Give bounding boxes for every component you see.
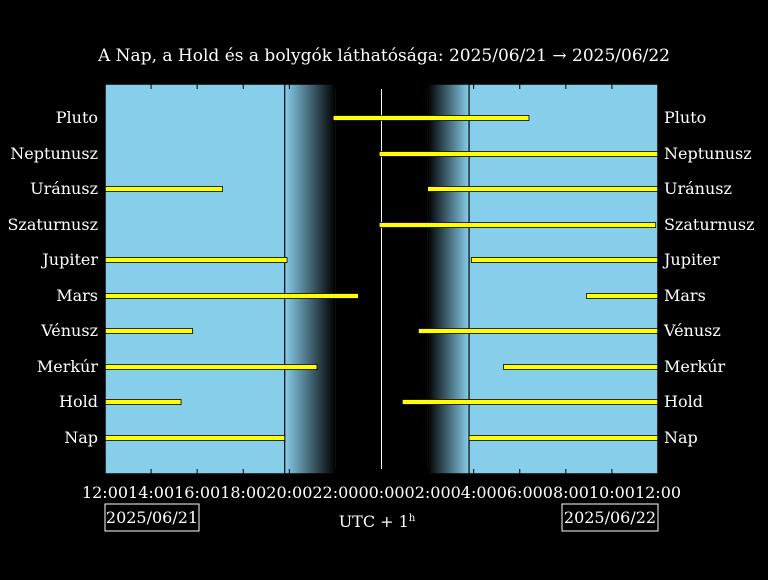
visibility-bar-9-0: [104, 435, 286, 441]
x-tick-label-7: 02:00: [405, 483, 451, 502]
object-label-right-0: Pluto: [664, 108, 706, 127]
x-tick-label-3: 18:00: [220, 483, 266, 502]
visibility-bar-5-0: [104, 293, 359, 299]
visibility-bar-7-0: [104, 364, 318, 370]
visibility-bar-2-0: [104, 186, 223, 192]
object-label-left-5: Mars: [56, 286, 98, 305]
visibility-bar-7-1: [503, 364, 659, 370]
end-date-label: 2025/06/22: [564, 508, 656, 527]
object-label-right-5: Mars: [664, 286, 706, 305]
object-label-right-1: Neptunusz: [664, 144, 752, 163]
object-label-right-9: Nap: [664, 428, 698, 447]
visibility-bar-6-1: [417, 328, 659, 334]
visibility-bar-1-0: [378, 151, 659, 157]
visibility-bar-0-0: [332, 115, 530, 121]
visibility-bar-2-1: [427, 186, 659, 192]
chart-title: A Nap, a Hold és a bolygók láthatósága: …: [97, 46, 670, 66]
visibility-bar-8-0: [104, 399, 182, 405]
x-tick-label-10: 08:00: [543, 483, 589, 502]
object-label-left-3: Szaturnusz: [7, 215, 98, 234]
object-label-left-4: Jupiter: [40, 250, 98, 269]
x-tick-label-6: 00:00: [358, 483, 404, 502]
visibility-bar-5-1: [586, 293, 659, 299]
visibility-bar-3-0: [378, 222, 657, 228]
end-date-box: 2025/06/22: [561, 503, 659, 532]
visibility-bar-9-1: [468, 435, 659, 441]
x-tick-label-5: 22:00: [312, 483, 358, 502]
x-tick-label-9: 06:00: [497, 483, 543, 502]
object-label-right-8: Hold: [664, 392, 703, 411]
object-label-left-0: Pluto: [56, 108, 98, 127]
x-axis-tick-labels: 12:00 14:00 16:00 18:00 20:00 22:00 00:00 02:00…: [82, 483, 681, 502]
x-tick-label-12: 12:00: [635, 483, 681, 502]
visibility-bar-4-1: [470, 257, 659, 263]
visibility-bar-6-0: [104, 328, 193, 334]
object-labels-left: Pluto Neptunusz Uránusz Szaturnusz Jupiter Ma…: [7, 108, 98, 447]
x-tick-label-4: 20:00: [266, 483, 312, 502]
object-label-left-7: Merkúr: [37, 357, 99, 376]
twilight-markers: [284, 84, 470, 474]
x-tick-label-1: 14:00: [128, 483, 174, 502]
x-tick-label-11: 10:00: [589, 483, 635, 502]
object-labels-right: Pluto Neptunusz Uránusz Szaturnusz Jupiter Ma…: [662, 108, 755, 447]
object-label-right-3: Szaturnusz: [664, 215, 755, 234]
start-date-box: 2025/06/21: [104, 503, 200, 532]
object-label-left-1: Neptunusz: [10, 144, 98, 163]
object-label-left-2: Uránusz: [30, 179, 98, 198]
x-axis-ticks: [104, 84, 659, 474]
object-label-right-6: Vénusz: [663, 321, 721, 340]
x-tick-label-0: 12:00: [82, 483, 128, 502]
x-tick-label-2: 16:00: [174, 483, 220, 502]
visibility-bars: [104, 115, 659, 441]
object-label-left-6: Vénusz: [40, 321, 98, 340]
dusk-twilight: [284, 84, 336, 474]
object-label-right-4: Jupiter: [662, 250, 720, 269]
object-label-left-8: Hold: [59, 392, 98, 411]
dawn-twilight: [427, 84, 470, 474]
start-date-label: 2025/06/21: [106, 508, 198, 527]
x-axis-label-superscript: h: [409, 513, 416, 524]
object-label-right-2: Uránusz: [664, 179, 732, 198]
x-tick-label-8: 04:00: [451, 483, 497, 502]
visibility-bar-4-0: [104, 257, 288, 263]
object-label-right-7: Merkúr: [664, 357, 726, 376]
x-axis-label: UTC + 1h: [339, 512, 416, 531]
object-label-left-9: Nap: [64, 428, 98, 447]
visibility-bar-8-1: [401, 399, 659, 405]
